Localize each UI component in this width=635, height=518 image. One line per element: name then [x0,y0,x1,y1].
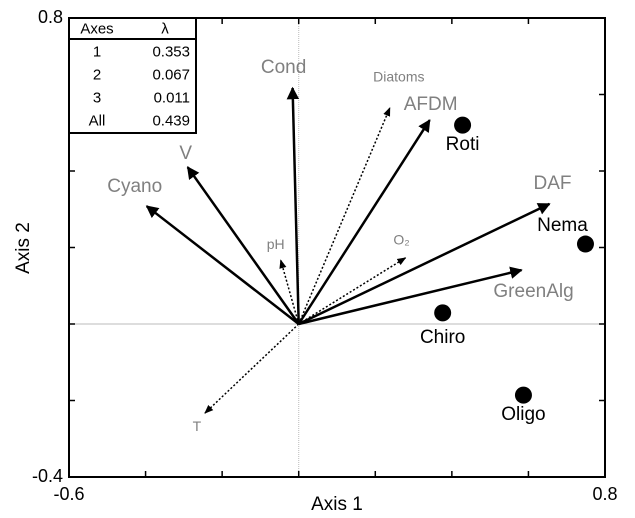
table-header: λ [161,20,169,37]
vector-label: O₂ [393,232,409,248]
vector-arrow [145,205,300,325]
table-cell: 1 [93,43,101,60]
table-cell: 2 [93,66,101,83]
point-label: Nema [537,215,588,236]
vector-arrow [298,257,407,325]
vector-label: Cond [261,57,306,78]
vector-label: Diatoms [373,69,424,85]
vector-arrow [204,323,300,414]
x-axis-label: Axis 1 [311,494,363,515]
point-label: Oligo [501,404,545,425]
table-cell: All [89,112,106,129]
vector-label: Cyano [107,176,162,197]
vector-arrow [279,259,300,325]
x-tick-label: -0.6 [53,484,84,504]
table-cell: 0.439 [152,112,190,129]
vector-arrow [298,202,551,326]
sample-point [454,116,472,134]
vector-label: GreenAlg [493,281,573,302]
table-cell: 0.067 [152,66,190,83]
vector-label: V [179,143,192,164]
vector-arrow [298,266,523,326]
table-header: Axes [80,20,113,37]
sample-point [434,304,452,322]
sample-point [514,386,532,404]
table-cell: 0.011 [154,89,190,106]
vector-arrow [298,107,391,325]
vector-label: pH [267,236,285,252]
point-label: Chiro [420,327,465,348]
y-tick-label: 0.8 [38,7,63,27]
x-tick-label: 0.8 [592,484,617,504]
vector-label: T [193,418,202,434]
vector-arrow [297,119,431,325]
table-cell: 3 [93,89,101,106]
vector-arrow [186,166,300,325]
y-axis-label: Axis 2 [13,222,34,274]
table-box [68,17,197,134]
table-cell: 0.353 [152,43,190,60]
vector-label: AFDM [404,94,458,115]
sample-point [576,235,594,253]
point-label: Roti [446,134,480,155]
vector-arrow [286,86,300,325]
vector-label: DAF [533,173,571,194]
y-tick-label: -0.4 [32,466,63,486]
